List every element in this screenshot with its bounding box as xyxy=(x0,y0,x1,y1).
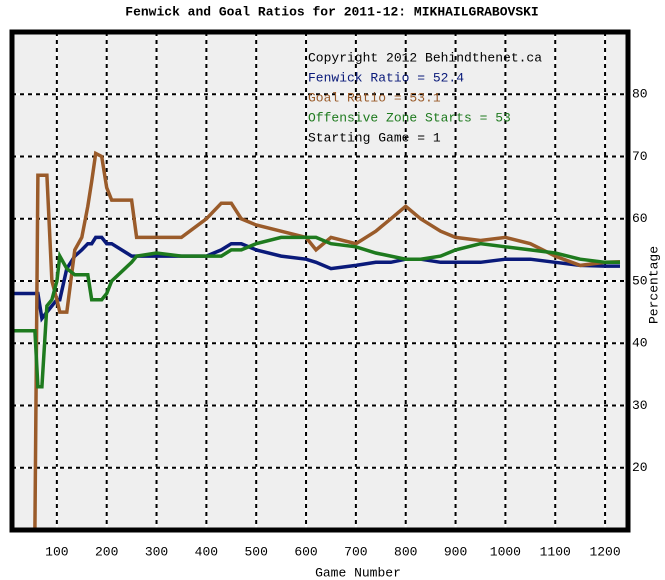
plot-border xyxy=(9,29,631,533)
y-tick-label: 80 xyxy=(632,87,648,102)
legend-entry: Goal Ratio = 53.1 xyxy=(308,90,441,105)
x-tick-label: 700 xyxy=(344,544,367,559)
x-tick-label: 600 xyxy=(294,544,317,559)
y-tick-label: 20 xyxy=(632,460,648,475)
y-axis-label: Percentage xyxy=(646,246,661,324)
x-tick-label: 200 xyxy=(95,544,118,559)
x-tick-label: 800 xyxy=(394,544,417,559)
annotation: Starting Game = 1 xyxy=(308,130,441,145)
x-tick-label: 500 xyxy=(245,544,268,559)
legend-entry: Fenwick Ratio = 52.4 xyxy=(308,70,464,85)
annotation: Copyright 2012 Behindthenet.ca xyxy=(308,50,542,65)
y-tick-label: 50 xyxy=(632,273,648,288)
x-axis-label: Game Number xyxy=(315,565,401,580)
x-tick-label: 900 xyxy=(444,544,467,559)
chart-title: Fenwick and Goal Ratios for 2011-12: MIK… xyxy=(125,4,538,19)
legend-entry: Offensive Zone Starts = 53 xyxy=(308,110,511,125)
y-tick-label: 40 xyxy=(632,336,648,351)
x-tick-label: 1000 xyxy=(490,544,521,559)
x-tick-label: 1100 xyxy=(540,544,571,559)
series-line xyxy=(12,235,620,323)
x-tick-label: 100 xyxy=(45,544,68,559)
y-tick-label: 70 xyxy=(632,149,648,164)
y-tick-label: 60 xyxy=(632,211,648,226)
x-tick-label: 300 xyxy=(145,544,168,559)
series-line xyxy=(33,150,621,531)
series-line xyxy=(12,235,620,389)
x-tick-label: 400 xyxy=(195,544,218,559)
x-tick-label: 1200 xyxy=(589,544,620,559)
y-tick-label: 30 xyxy=(632,398,648,413)
